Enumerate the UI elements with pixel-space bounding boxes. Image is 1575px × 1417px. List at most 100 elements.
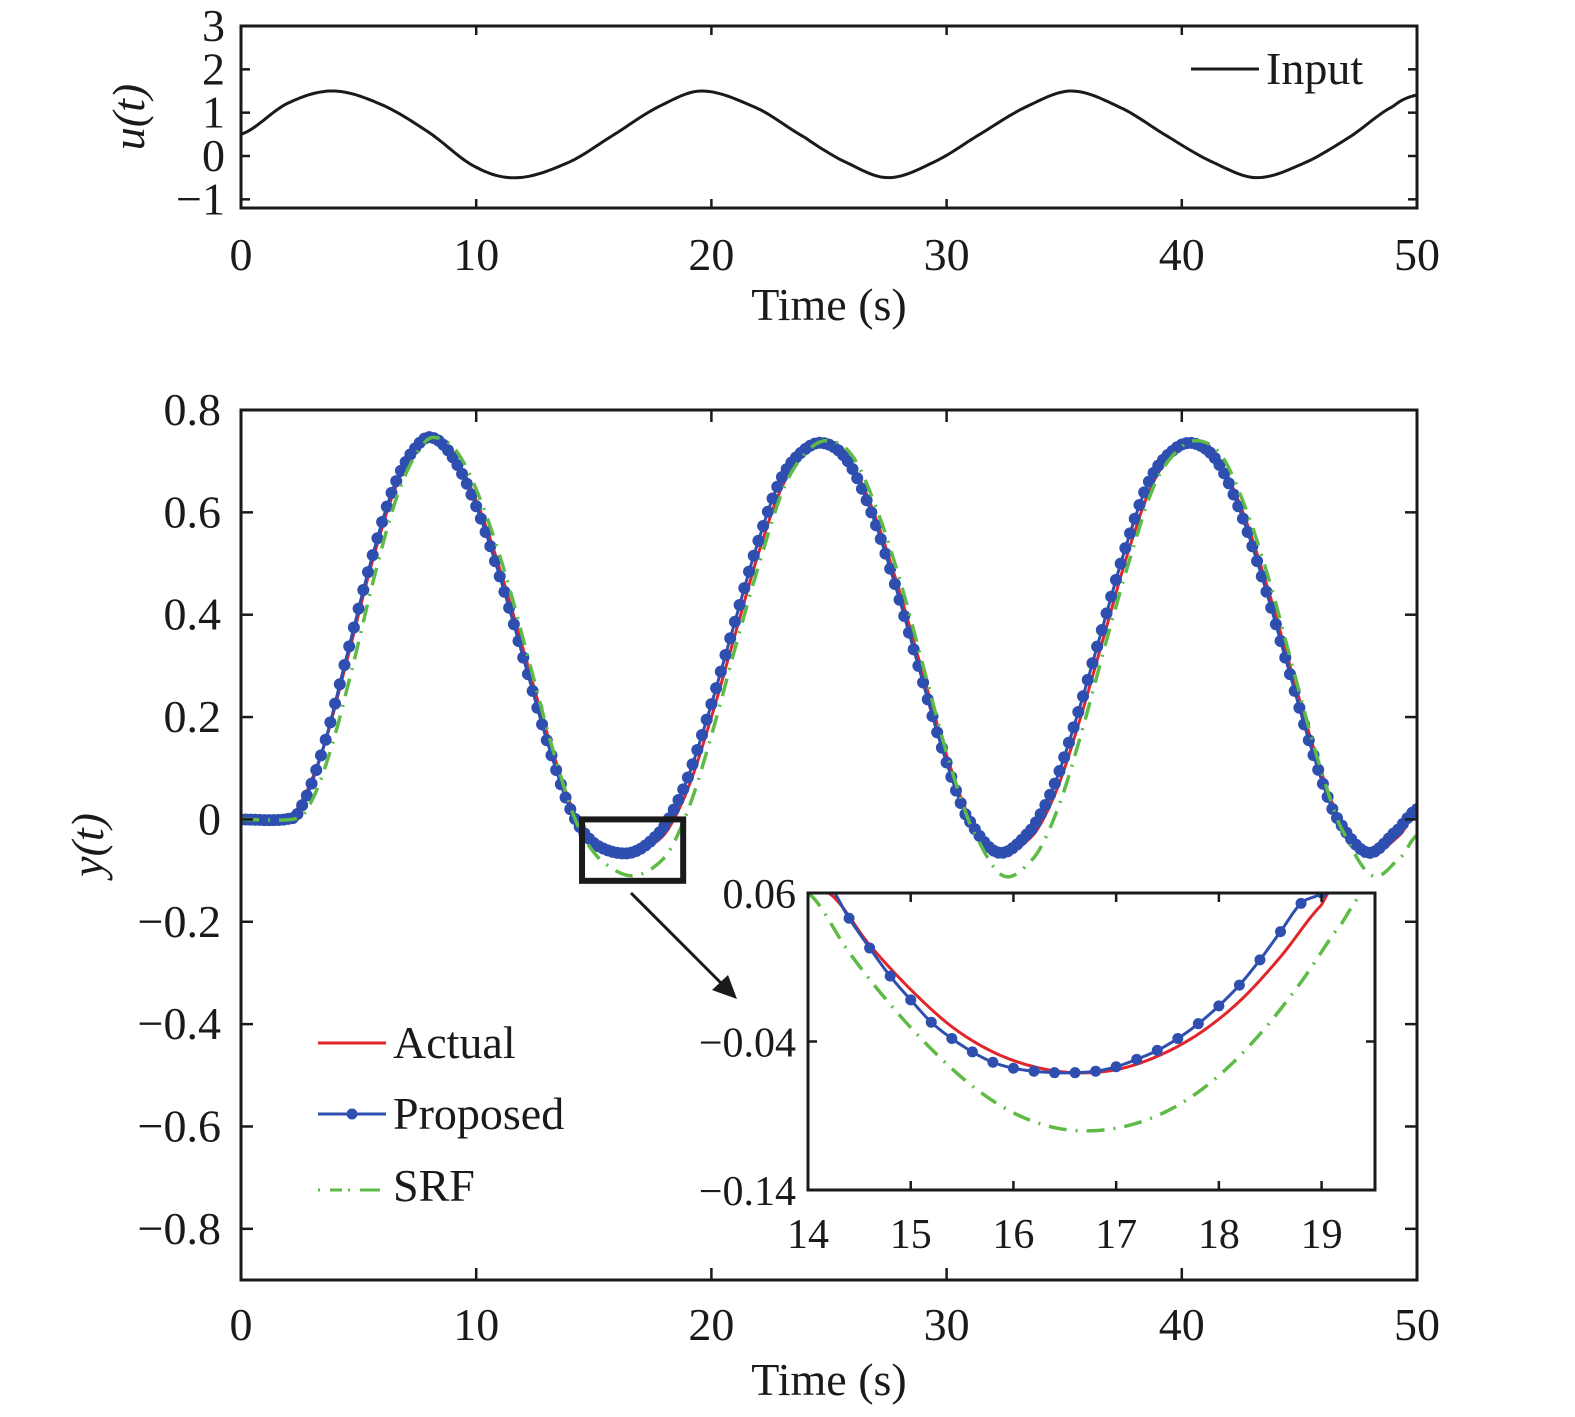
output-plot-marker-proposed — [1326, 802, 1339, 815]
output-plot-marker-proposed — [1067, 721, 1080, 734]
output-plot-marker-proposed — [1091, 640, 1104, 653]
output-plot-marker-proposed — [757, 519, 770, 532]
output-plot-marker-proposed — [888, 578, 901, 590]
input-y-axis-title-arg: (t) — [103, 84, 154, 127]
output-plot-marker-proposed — [1293, 701, 1306, 714]
output-plot-ytick-label: 0.6 — [164, 486, 222, 537]
output-plot-marker-proposed — [1265, 601, 1278, 614]
output-plot-marker-proposed — [954, 797, 967, 810]
output-plot-marker-proposed — [672, 794, 685, 807]
output-plot-marker-proposed — [451, 459, 464, 472]
inset-plot-marker-proposed — [1028, 1065, 1040, 1077]
inset-plot-xtick-label: 19 — [1301, 1212, 1343, 1258]
output-plot-marker-proposed — [1034, 808, 1047, 821]
input-plot-xtick-label: 40 — [1159, 229, 1205, 280]
input-legend: Input — [1191, 43, 1363, 94]
input-y-axis-title-var: u — [103, 127, 154, 150]
input-plot-xtick-label: 20 — [688, 229, 734, 280]
inset-plot-series-srf-line — [808, 893, 1364, 1133]
output-plot-marker-proposed — [1086, 657, 1099, 670]
inset-plot-marker-proposed — [1090, 1065, 1102, 1077]
output-plot-marker-proposed — [362, 566, 375, 579]
output-plot-marker-proposed — [667, 803, 680, 816]
output-plot-ytick-label: 0.2 — [164, 691, 222, 742]
inset-plot-series-group — [808, 880, 1364, 1133]
output-plot: 0 10 20 30 40 50 0.8 0.6 0.4 0.2 0 −0.2 −0.4 −0.6 −0.8… — [62, 384, 1440, 1405]
inset-plot-marker-proposed — [1275, 926, 1286, 938]
inset-plot-marker-proposed — [966, 1046, 978, 1058]
output-plot-marker-proposed — [1072, 705, 1085, 718]
output-plot-marker-proposed — [1260, 585, 1273, 598]
output-plot-marker-proposed — [1109, 573, 1122, 586]
input-curves — [241, 89, 1417, 180]
output-plot-marker-proposed — [371, 532, 384, 545]
output-plot-marker-proposed — [1124, 527, 1137, 540]
output-plot-marker-proposed — [1218, 467, 1231, 480]
input-plot-xtick-label: 0 — [230, 229, 253, 280]
input-plot-xtick-label: 10 — [453, 229, 499, 280]
output-plot-marker-proposed — [1053, 765, 1066, 778]
output-plot-marker-proposed — [474, 512, 487, 525]
output-plot-marker-proposed — [465, 488, 478, 501]
legend-label-proposed: Proposed — [393, 1088, 564, 1139]
output-plot-marker-proposed — [1142, 475, 1155, 488]
output-plot-marker-proposed — [456, 467, 469, 480]
output-plot-marker-proposed — [747, 549, 760, 562]
output-plot-marker-proposed — [489, 555, 502, 568]
output-plot-marker-proposed — [1283, 668, 1296, 681]
output-plot-marker-proposed — [1119, 542, 1132, 555]
output-plot-marker-proposed — [1312, 763, 1325, 776]
output-plot-marker-proposed — [1133, 498, 1146, 511]
output-legend: Actual Proposed SRF — [318, 1017, 564, 1211]
output-plot-xtick-label: 30 — [924, 1299, 970, 1350]
inset-plot-marker-proposed — [864, 942, 876, 954]
output-plot-marker-proposed — [719, 648, 732, 661]
output-plot-marker-proposed — [343, 640, 356, 653]
output-y-axis-title: y(t) — [62, 813, 113, 881]
output-plot-marker-proposed — [310, 764, 323, 777]
output-plot-marker-proposed — [1081, 673, 1094, 686]
output-plot-marker-proposed — [893, 593, 906, 606]
output-plot-marker-proposed — [681, 771, 694, 784]
output-plot-marker-proposed — [1251, 555, 1264, 568]
inset-plot-marker-proposed — [1131, 1053, 1143, 1065]
input-x-axis-title: Time (s) — [751, 279, 907, 330]
legend-label-srf: SRF — [393, 1160, 475, 1211]
output-plot-marker-proposed — [526, 684, 539, 697]
input-plot-ytick-label: 0 — [202, 130, 225, 181]
inset-plot-marker-proposed — [1151, 1044, 1163, 1056]
inset-plot-marker-proposed — [823, 880, 834, 891]
output-plot-series-srf-line — [241, 435, 1417, 879]
inset-curves — [808, 880, 1364, 1133]
input-plot-xtick-label: 50 — [1394, 229, 1440, 280]
output-plot-marker-proposed — [1138, 486, 1151, 499]
output-plot-marker-proposed — [771, 480, 784, 493]
inset-plot-marker-proposed — [1295, 897, 1307, 909]
output-plot-marker-proposed — [851, 472, 864, 485]
output-plot-marker-proposed — [1100, 607, 1113, 620]
output-plot-ytick-label: −0.8 — [138, 1203, 221, 1254]
output-plot-marker-proposed — [493, 570, 506, 583]
output-plot-marker-proposed — [1241, 526, 1254, 539]
input-plot-xtick-label: 30 — [924, 229, 970, 280]
output-plot-marker-proposed — [380, 500, 393, 513]
inset-plot-marker-proposed — [884, 970, 896, 982]
output-plot-ytick-label: 0.4 — [164, 589, 222, 640]
inset-plot-marker-proposed — [1213, 1000, 1225, 1012]
inset-plot-ticks: 14 15 16 17 18 19 0.06 −0.04 −0.14 — [699, 872, 1375, 1258]
output-y-axis-title-arg: (t) — [62, 813, 113, 856]
output-plot-marker-proposed — [846, 462, 859, 475]
inset-plot-xtick-label: 14 — [787, 1212, 829, 1258]
legend-marker-proposed — [346, 1108, 358, 1120]
output-plot-marker-proposed — [860, 494, 873, 507]
output-plot-marker-proposed — [498, 585, 511, 598]
output-plot-marker-proposed — [865, 506, 878, 519]
output-plot-marker-proposed — [503, 601, 516, 614]
inset-plot-marker-proposed — [1172, 1033, 1184, 1045]
output-plot-marker-proposed — [1105, 590, 1118, 603]
output-plot-marker-proposed — [700, 713, 713, 726]
output-plot-ytick-label: 0 — [198, 793, 221, 844]
output-plot-marker-proposed — [761, 505, 774, 518]
inset-plot-xtick-label: 17 — [1095, 1212, 1137, 1258]
output-curves — [241, 431, 1417, 879]
